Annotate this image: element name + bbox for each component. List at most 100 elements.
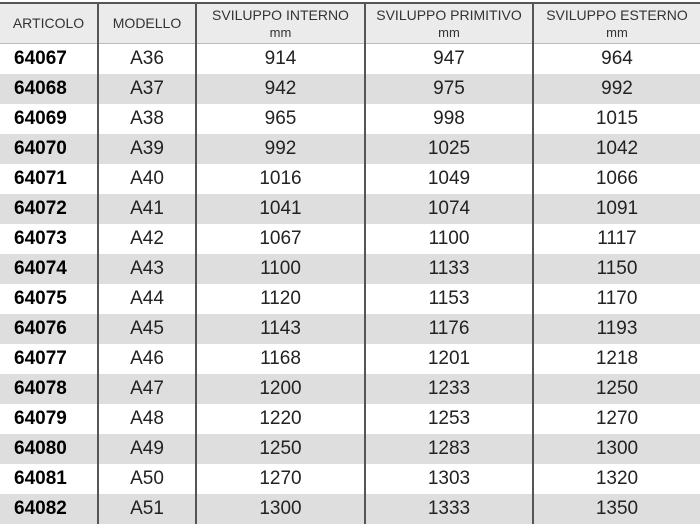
sviluppo-primitivo-cell: 975: [364, 74, 533, 104]
table-row: 64075 A44 1120 1153 1170: [0, 284, 700, 314]
column-header: MODELLO: [97, 2, 196, 44]
sviluppo-primitivo-cell: 1153: [364, 284, 533, 314]
table-row: 64070 A39 992 1025 1042: [0, 134, 700, 164]
column-unit: mm: [606, 24, 628, 40]
sviluppo-interno-cell: 914: [195, 43, 365, 74]
sviluppo-interno-cell: 965: [195, 104, 365, 134]
table-row: 64068 A37 942 975 992: [0, 74, 700, 104]
modello-cell: A38: [97, 104, 196, 134]
modello-cell: A51: [97, 494, 196, 524]
table-row: 64067 A36 914 947 964: [0, 43, 700, 74]
table-row: 64080 A49 1250 1283 1300: [0, 434, 700, 464]
sviluppo-esterno-cell: 1300: [532, 434, 700, 464]
sviluppo-primitivo-cell: 1133: [364, 254, 533, 284]
sviluppo-interno-cell: 1220: [195, 404, 365, 434]
sviluppo-esterno-cell: 1250: [532, 374, 700, 404]
sviluppo-primitivo-cell: 947: [364, 43, 533, 74]
articolo-cell: 64073: [14, 228, 67, 249]
articolo-cell: 64076: [0, 314, 98, 344]
articolo-cell: 64081: [14, 468, 67, 489]
column-header-label: SVILUPPO ESTERNO: [546, 6, 688, 23]
articolo-cell: 64074: [0, 254, 98, 284]
table-row: 64074 A43 1100 1133 1150: [0, 254, 700, 284]
sviluppo-esterno-cell: 1042: [532, 134, 700, 164]
articolo-cell: 64078: [0, 374, 98, 404]
modello-cell: A36: [97, 43, 196, 74]
articolo-cell: 64072: [0, 194, 98, 224]
articolo-cell: 64068: [0, 74, 98, 104]
table-row: 64077 A46 1168 1201 1218: [0, 344, 700, 374]
sviluppo-primitivo-cell: 1025: [364, 134, 533, 164]
table-row: 64081 A50 1270 1303 1320: [0, 464, 700, 494]
sviluppo-interno-cell: 1041: [195, 194, 365, 224]
articolo-cell: 64075: [14, 288, 67, 309]
table-row: 64078 A47 1200 1233 1250: [0, 374, 700, 404]
articolo-cell: 64082: [0, 494, 98, 524]
table-row: 64082 A51 1300 1333 1350: [0, 494, 700, 524]
column-header-label: SVILUPPO INTERNO: [212, 6, 349, 23]
sviluppo-primitivo-cell: 1100: [364, 224, 533, 254]
sviluppo-primitivo-cell: 1333: [364, 494, 533, 524]
modello-cell: A45: [97, 314, 196, 344]
column-unit: mm: [269, 24, 292, 40]
sviluppo-primitivo-cell: 1233: [364, 374, 533, 404]
column-header-label: ARTICOLO: [12, 15, 85, 31]
sviluppo-primitivo-cell: 1253: [364, 404, 533, 434]
articolo-cell: 64067: [14, 48, 67, 69]
modello-cell: A44: [97, 284, 196, 314]
sviluppo-interno-cell: 1067: [195, 224, 365, 254]
sviluppo-esterno-cell: 1091: [532, 194, 700, 224]
column-header: ARTICOLO: [0, 2, 98, 44]
modello-cell: A42: [97, 224, 196, 254]
sviluppo-esterno-cell: 964: [532, 43, 700, 74]
sviluppo-esterno-cell: 1193: [532, 314, 700, 344]
sviluppo-interno-cell: 1270: [195, 464, 365, 494]
sviluppo-interno-cell: 1200: [195, 374, 365, 404]
sviluppo-interno-cell: 1120: [195, 284, 365, 314]
sviluppo-esterno-cell: 1015: [532, 104, 700, 134]
modello-cell: A37: [97, 74, 196, 104]
sviluppo-primitivo-cell: 1201: [364, 344, 533, 374]
sviluppo-primitivo-cell: 1049: [364, 164, 533, 194]
sviluppo-esterno-cell: 1218: [532, 344, 700, 374]
sviluppo-primitivo-cell: 1176: [364, 314, 533, 344]
articolo-cell: 64079: [14, 408, 67, 429]
sviluppo-interno-cell: 1143: [195, 314, 365, 344]
articolo-cell: 64071: [14, 168, 67, 189]
modello-cell: A43: [97, 254, 196, 284]
modello-cell: A39: [97, 134, 196, 164]
column-header-label: MODELLO: [112, 15, 182, 31]
modello-cell: A46: [97, 344, 196, 374]
articolo-cell: 64080: [0, 434, 98, 464]
modello-cell: A41: [97, 194, 196, 224]
sviluppo-esterno-cell: 1066: [532, 164, 700, 194]
column-header: SVILUPPO ESTERNO mm: [532, 2, 700, 44]
sviluppo-esterno-cell: 992: [532, 74, 700, 104]
sviluppo-primitivo-cell: 998: [364, 104, 533, 134]
sviluppo-interno-cell: 1250: [195, 434, 365, 464]
sviluppo-esterno-cell: 1117: [532, 224, 700, 254]
table-row: 64073 A42 1067 1100 1117: [0, 224, 700, 254]
sviluppo-primitivo-cell: 1303: [364, 464, 533, 494]
modello-cell: A50: [97, 464, 196, 494]
column-header-label: SVILUPPO PRIMITIVO: [376, 6, 522, 23]
column-header: SVILUPPO INTERNO mm: [195, 2, 365, 44]
articolo-cell: 64069: [14, 108, 67, 129]
column-header: SVILUPPO PRIMITIVO mm: [364, 2, 533, 44]
modello-cell: A40: [97, 164, 196, 194]
sviluppo-interno-cell: 1100: [195, 254, 365, 284]
sviluppo-esterno-cell: 1150: [532, 254, 700, 284]
column-unit: mm: [438, 24, 460, 40]
sviluppo-esterno-cell: 1350: [532, 494, 700, 524]
modello-cell: A47: [97, 374, 196, 404]
table-row: 64076 A45 1143 1176 1193: [0, 314, 700, 344]
sviluppo-esterno-cell: 1270: [532, 404, 700, 434]
sviluppo-primitivo-cell: 1074: [364, 194, 533, 224]
sviluppo-esterno-cell: 1320: [532, 464, 700, 494]
sviluppo-interno-cell: 1168: [195, 344, 365, 374]
header-row: ARTICOLO MODELLO SVILUPPO INTERNO mm SVILUPP…: [0, 2, 700, 44]
table-row: 64072 A41 1041 1074 1091: [0, 194, 700, 224]
table-row: 64079 A48 1220 1253 1270: [0, 404, 700, 434]
table-row: 64069 A38 965 998 1015: [0, 104, 700, 134]
